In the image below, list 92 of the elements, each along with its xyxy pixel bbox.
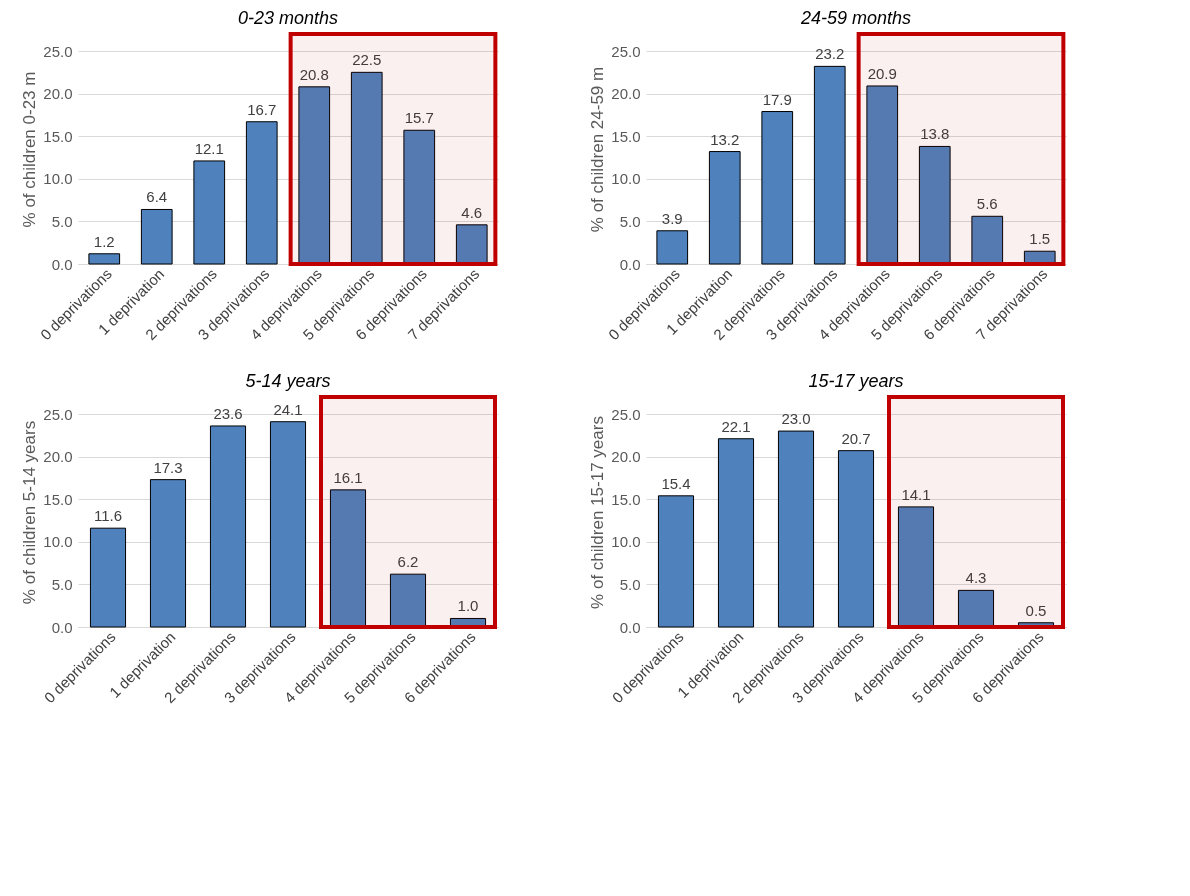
data-label: 1.2 [93,232,115,250]
bar [455,224,488,265]
data-label: 11.6 [93,507,123,525]
data-label: 4.3 [965,569,987,587]
y-tick-label: 15.0 [43,490,73,508]
data-label: 3.9 [661,209,683,227]
data-label: 17.9 [762,90,792,108]
y-tick-label: 0.0 [619,618,641,636]
data-label: 20.7 [841,429,871,447]
bar [656,230,689,265]
y-tick-label: 5.0 [619,212,641,230]
y-tick-label: 20.0 [43,85,73,103]
y-tick-label: 25.0 [611,405,641,423]
bar [89,527,127,628]
y-tick-label: 10.0 [611,533,641,551]
bar [389,573,427,628]
bar [209,425,247,628]
chart-title: 0-23 months [237,8,339,28]
y-tick-label: 0.0 [619,255,641,273]
data-label: 23.6 [213,404,243,422]
data-label: 15.4 [661,474,691,492]
y-tick-label: 20.0 [43,448,73,466]
data-label: 13.8 [920,125,950,143]
bar [837,450,875,628]
y-axis-title: % of children 24-59 m [588,66,608,233]
bar [245,121,278,265]
y-tick-label: 20.0 [611,448,641,466]
bar [329,489,367,628]
y-tick-label: 10.0 [611,170,641,188]
bar [140,208,173,265]
data-label: 20.8 [299,65,329,83]
data-label: 20.9 [867,64,897,82]
y-tick-label: 10.0 [43,170,73,188]
y-tick-label: 10.0 [43,533,73,551]
bar [717,438,755,628]
bar [918,145,951,265]
bar [761,111,794,265]
y-tick-label: 5.0 [51,575,73,593]
bar [403,129,436,265]
bar [269,421,307,628]
data-label: 24.1 [273,400,303,418]
bar [813,65,846,265]
data-label: 15.7 [404,109,434,127]
data-label: 1.5 [1029,230,1051,248]
y-tick-label: 25.0 [43,42,73,60]
bar [350,71,383,265]
data-label: 14.1 [901,485,931,503]
y-tick-label: 5.0 [51,212,73,230]
data-label: 4.6 [461,203,483,221]
y-tick-label: 15.0 [611,127,641,145]
y-axis-title: % of children 5-14 years [20,420,40,605]
data-label: 13.2 [710,130,740,148]
y-axis-title: % of children 15-17 years [588,416,608,609]
data-label: 23.2 [815,45,845,63]
bar [708,151,741,265]
y-tick-label: 20.0 [611,85,641,103]
bar [449,617,487,628]
y-tick-label: 25.0 [43,405,73,423]
data-label: 16.1 [333,468,363,486]
data-label: 1.0 [457,597,479,615]
y-tick-label: 25.0 [611,42,641,60]
bar [777,430,815,628]
data-label: 6.2 [397,553,419,571]
chart-title: 24-59 months [799,8,912,28]
data-label: 12.1 [194,139,224,157]
y-tick-label: 15.0 [611,490,641,508]
y-tick-label: 0.0 [51,255,73,273]
bar [193,160,226,265]
chart-title: 5-14 years [245,371,331,391]
data-label: 22.5 [352,51,382,69]
bar [971,215,1004,265]
chart-title: 15-17 years [808,371,904,391]
y-tick-label: 0.0 [51,618,73,636]
bar [88,253,121,265]
y-tick-label: 15.0 [43,127,73,145]
data-label: 17.3 [153,458,183,476]
data-label: 16.7 [247,100,277,118]
bar [957,589,995,628]
bar [149,479,187,628]
bar [866,85,899,265]
data-label: 0.5 [1025,601,1047,619]
bar [1023,250,1056,265]
data-label: 23.0 [781,410,811,428]
bar [897,506,935,628]
y-axis-title: % of children 0-23 m [20,71,40,228]
bar [657,495,695,628]
bar [298,86,331,265]
data-label: 6.4 [146,188,168,206]
y-tick-label: 5.0 [619,575,641,593]
data-label: 22.1 [721,417,751,435]
data-label: 5.6 [976,195,998,213]
bar [1017,622,1055,628]
